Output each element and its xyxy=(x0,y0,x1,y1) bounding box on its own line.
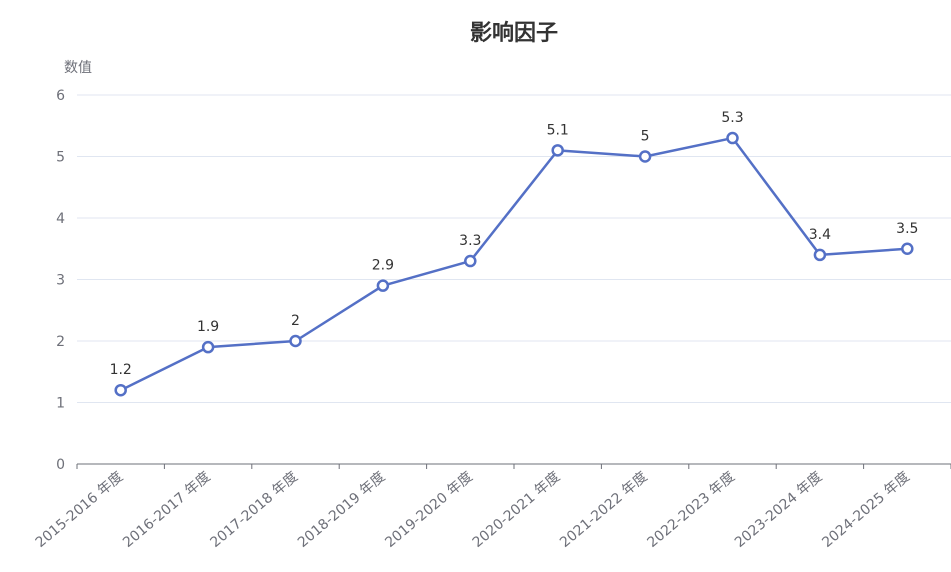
data-label: 3.5 xyxy=(896,221,918,237)
x-tick-label: 2021-2022 年度 xyxy=(557,469,651,551)
x-tick-label: 2019-2020 年度 xyxy=(382,469,476,551)
x-tick-label: 2015-2016 年度 xyxy=(33,469,127,551)
y-tick-label: 5 xyxy=(56,150,65,166)
data-label: 1.2 xyxy=(110,362,132,378)
y-tick-label: 1 xyxy=(56,396,65,412)
series-line xyxy=(120,136,908,392)
data-point[interactable] xyxy=(464,254,477,268)
data-point[interactable] xyxy=(813,248,827,262)
data-point[interactable] xyxy=(638,150,652,163)
data-point[interactable] xyxy=(726,131,739,145)
data-point[interactable] xyxy=(376,279,390,292)
data-label: 2.9 xyxy=(372,258,394,274)
data-label: 3.3 xyxy=(459,233,481,249)
x-axis xyxy=(76,463,951,469)
x-tick-label: 2020-2021 年度 xyxy=(470,469,564,551)
y-tick-label: 2 xyxy=(56,334,65,350)
y-tick-label: 4 xyxy=(56,211,65,227)
x-tick-label: 2017-2018 年度 xyxy=(207,469,301,551)
series-layer: 1.2 1.9 2 2.9 3.3 5.1 5 5.3 3.4 3.5 xyxy=(110,110,918,397)
x-tick-label: 2016-2017 年度 xyxy=(120,469,214,551)
y-tick-label: 3 xyxy=(56,273,65,289)
data-label: 3.4 xyxy=(809,227,831,243)
data-label: 1.9 xyxy=(197,319,219,335)
x-tick-label: 2024-2025 年度 xyxy=(819,469,913,551)
y-tick-label: 6 xyxy=(56,88,65,104)
y-axis-label: 数值 xyxy=(64,60,92,76)
data-label: 5.3 xyxy=(721,110,743,126)
grid-layer xyxy=(77,94,951,403)
y-tick-label: 0 xyxy=(56,457,65,473)
data-point[interactable] xyxy=(901,242,914,255)
x-tick-label: 2023-2024 年度 xyxy=(732,469,826,551)
chart-title: 影响因子 xyxy=(470,20,558,46)
data-point[interactable] xyxy=(289,334,302,348)
data-point[interactable] xyxy=(114,383,127,397)
y-tick-layer: 0 1 2 3 4 5 6 xyxy=(56,88,65,473)
data-point[interactable] xyxy=(551,144,564,157)
data-label: 2 xyxy=(291,313,300,329)
data-label: 5.1 xyxy=(547,122,569,138)
x-tick-label: 2022-2023 年度 xyxy=(644,469,738,551)
x-tick-label: 2018-2019 年度 xyxy=(295,469,389,551)
data-label: 5 xyxy=(641,129,650,145)
data-point[interactable] xyxy=(201,340,215,354)
